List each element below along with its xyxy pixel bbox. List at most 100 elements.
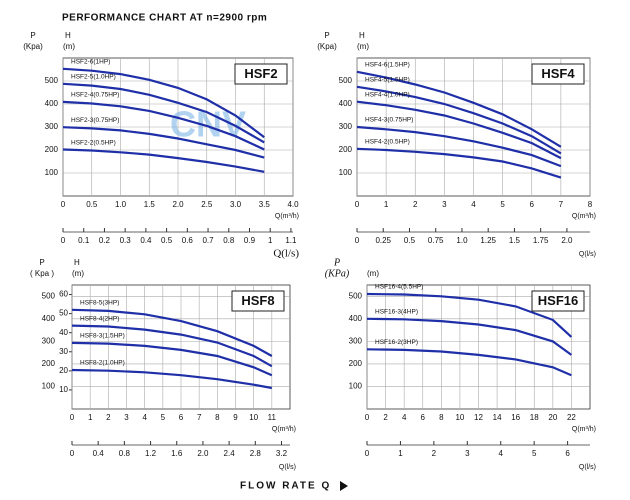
x-tick-label: 3.0 <box>230 200 242 209</box>
curve <box>62 82 265 144</box>
x-tick-label: 2 <box>413 200 418 209</box>
curve <box>366 292 573 338</box>
x2-tick-label: 0.3 <box>120 236 132 245</box>
chart-title: HSF8 <box>241 293 274 308</box>
x2-tick-label: 5 <box>532 449 537 458</box>
x-tick-label: 1.5 <box>144 200 156 209</box>
x-tick-label: 8 <box>439 413 444 422</box>
x2-tick-label: 0.25 <box>375 236 391 245</box>
x2-tick-label: 0.9 <box>244 236 256 245</box>
x-axis-label: Q(m³/h) <box>572 426 596 433</box>
y2-axis-label: H <box>359 31 365 40</box>
y-tick-label: 500 <box>45 76 59 85</box>
curve <box>356 147 562 179</box>
title-box <box>234 63 288 85</box>
y-axis-label: P <box>39 258 44 267</box>
x-tick-label: 16 <box>511 413 520 422</box>
x-axis-label: Q(m³/h) <box>572 213 596 220</box>
x-tick-label: 3 <box>124 413 129 422</box>
curve-label: HSF2-6(1HP) <box>71 59 110 66</box>
y-axis-unit: (Kpa) <box>23 42 43 51</box>
curve-label: HSF4-5(1.5HP) <box>365 76 410 83</box>
x-tick-label: 2.0 <box>172 200 184 209</box>
x2-tick-label: 0.7 <box>202 236 214 245</box>
x-tick-label: 5 <box>161 413 166 422</box>
y-tick-label: 200 <box>45 145 59 154</box>
y2-axis-unit: (m) <box>63 42 75 51</box>
y-tick-label: 500 <box>349 291 363 300</box>
x-tick-label: 1.0 <box>115 200 127 209</box>
x-tick-label: 4.0 <box>287 200 299 209</box>
y-tick-label: 200 <box>349 359 363 368</box>
curve <box>356 85 562 155</box>
y-tick-label: 500 <box>339 76 353 85</box>
y2-tick-label: 30 <box>59 347 68 356</box>
y-tick-label: 400 <box>349 314 363 323</box>
y-tick-label: 100 <box>42 382 56 391</box>
curve <box>62 67 265 139</box>
x-axis-label: Q(m³/h) <box>275 213 299 220</box>
y-axis-label: P <box>324 31 329 40</box>
x2-tick-label: 0 <box>70 449 75 458</box>
curve-label: HSF2-3(0.75HP) <box>71 117 119 124</box>
x2-tick-label: 0.8 <box>119 449 131 458</box>
arrow <box>340 481 348 491</box>
title-box <box>531 63 585 85</box>
x2-tick-label: 4 <box>499 449 504 458</box>
title-box <box>231 290 285 312</box>
y-tick-label: 300 <box>339 122 353 131</box>
curve <box>62 126 265 159</box>
y2-tick-label: 20 <box>59 366 68 375</box>
curve <box>71 324 273 368</box>
x2-axis-label: Q(l/s) <box>579 464 596 471</box>
x-tick-label: 0 <box>355 200 360 209</box>
x2-tick-label: 0.4 <box>93 449 105 458</box>
y2-axis-unit: (m) <box>72 269 84 278</box>
x-tick-label: 2 <box>106 413 111 422</box>
x2-tick-label: 2.0 <box>561 236 573 245</box>
y2-axis-label: H <box>65 31 71 40</box>
x-tick-label: 4 <box>142 413 147 422</box>
curve-label: HSF8-4(2HP) <box>80 315 119 322</box>
x-tick-label: 4 <box>402 413 407 422</box>
curve-label: HSF4-6(1.5HP) <box>365 62 410 69</box>
y-axis-label: P <box>30 31 35 40</box>
x2-tick-label: 0.5 <box>161 236 173 245</box>
y-tick-label: 400 <box>339 99 353 108</box>
x-axis-label: Q(m³/h) <box>272 426 296 433</box>
x2-tick-label: 6 <box>565 449 570 458</box>
curve-label: HSF4-3(0.75HP) <box>365 117 413 124</box>
y-axis-unit: (KPa) <box>325 268 350 279</box>
y-tick-label: 400 <box>45 99 59 108</box>
y-tick-label: 300 <box>42 336 56 345</box>
y2-axis-unit: (m) <box>367 269 379 278</box>
chart-title: HSF16 <box>538 293 578 308</box>
chart-title: HSF2 <box>244 66 277 81</box>
x2-tick-label: 1 <box>268 236 273 245</box>
x-tick-label: 10 <box>249 413 258 422</box>
x2-tick-label: 0.6 <box>182 236 194 245</box>
curve <box>366 317 573 356</box>
y2-axis-label: H <box>74 258 80 267</box>
curve-label: HSF4-4(1.0HP) <box>365 91 410 98</box>
y-tick-label: 200 <box>42 359 56 368</box>
x2-tick-label: 1.75 <box>533 236 549 245</box>
curve-label: HSF2-5(1.0HP) <box>71 73 116 80</box>
curve <box>71 308 273 357</box>
curve-label: HSF16-2(3HP) <box>375 339 418 346</box>
curve <box>356 125 562 168</box>
y-tick-label: 300 <box>349 336 363 345</box>
x2-axis-label: Q(l/s) <box>279 464 296 471</box>
y-tick-label: 300 <box>45 122 59 131</box>
curve-label: HSF16-3(4HP) <box>375 309 418 316</box>
x2-tick-label: 2.8 <box>250 449 262 458</box>
x-tick-label: 7 <box>559 200 564 209</box>
curve-label: HSF8-2(1.0HP) <box>80 360 125 367</box>
x-tick-label: 7 <box>197 413 202 422</box>
curve <box>71 368 272 390</box>
x2-tick-label: 0.5 <box>404 236 416 245</box>
x2-tick-label: 1.6 <box>171 449 183 458</box>
curve <box>62 100 265 151</box>
x2-tick-label: 1.25 <box>480 236 496 245</box>
